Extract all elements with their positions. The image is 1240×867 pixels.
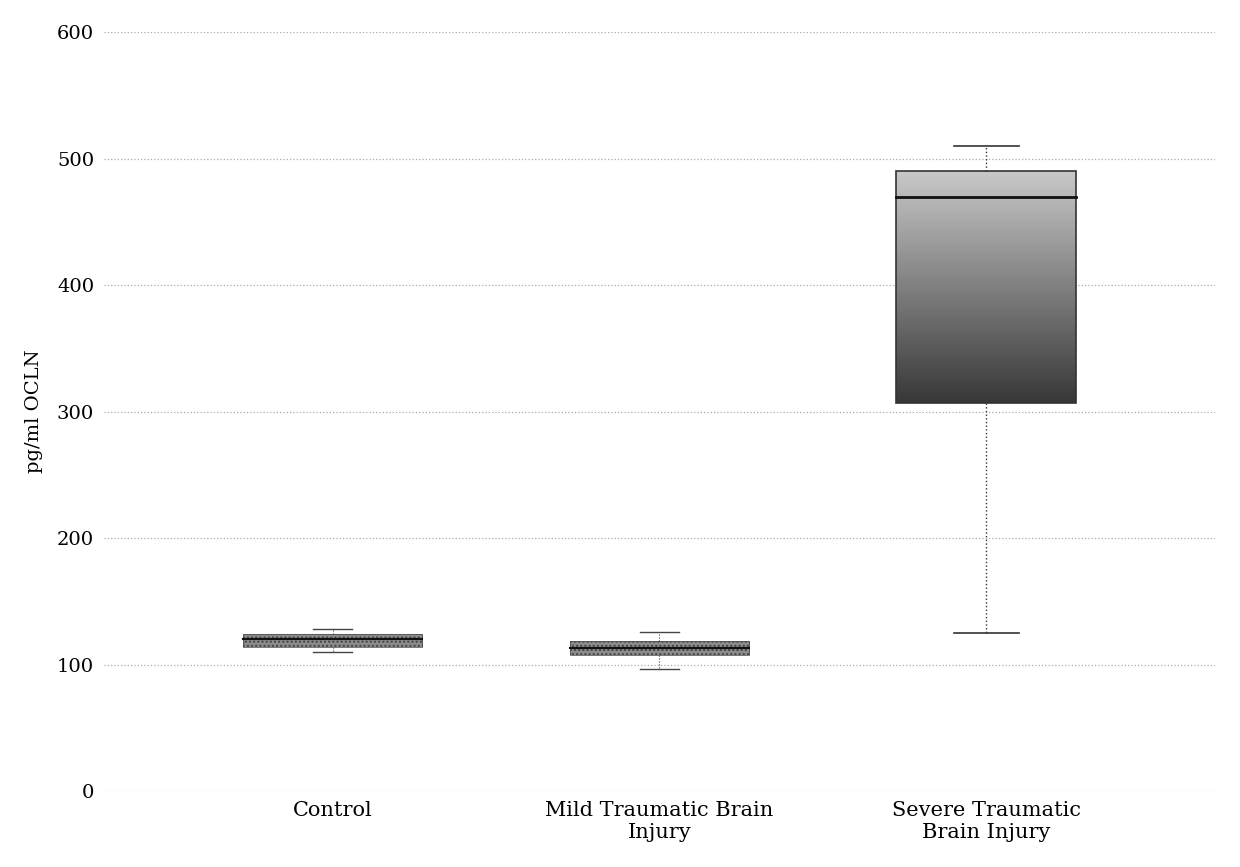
Bar — [243, 635, 423, 647]
Bar — [569, 641, 749, 655]
Y-axis label: pg/ml OCLN: pg/ml OCLN — [25, 349, 43, 473]
Bar — [897, 171, 1076, 403]
